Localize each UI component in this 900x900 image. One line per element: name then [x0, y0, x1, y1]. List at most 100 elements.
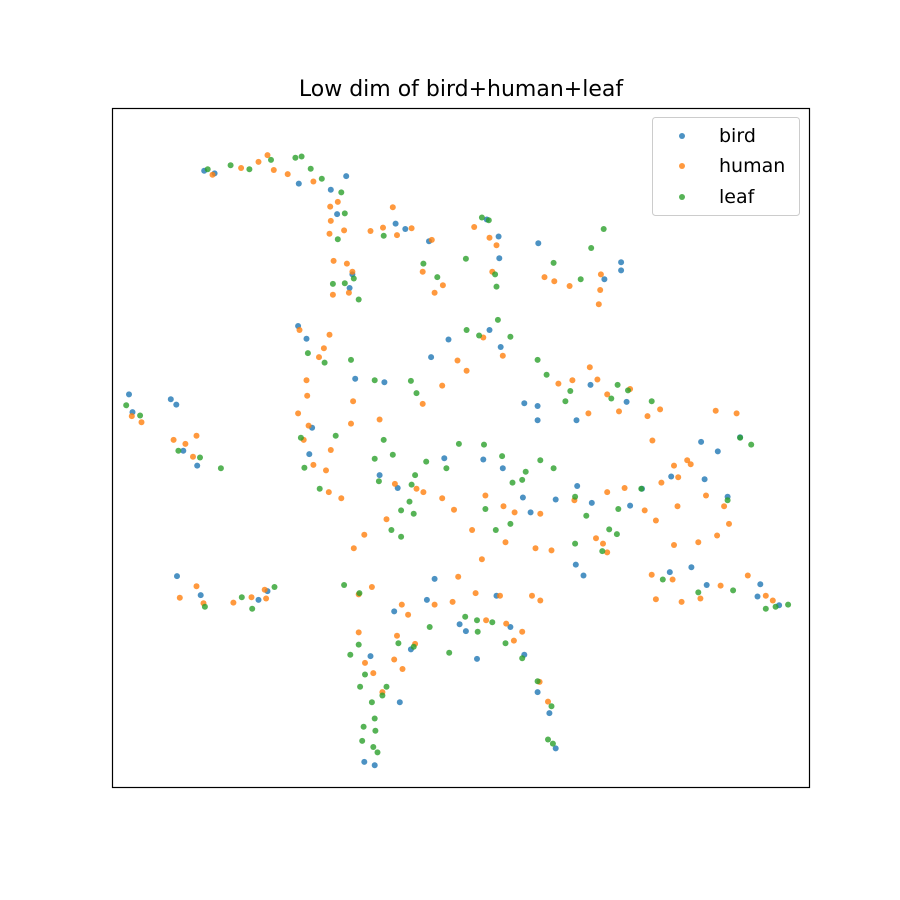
- point-human: [726, 520, 732, 527]
- point-human: [449, 598, 456, 605]
- point-human: [419, 400, 426, 407]
- point-human: [370, 670, 377, 677]
- point-bird: [367, 653, 374, 660]
- point-leaf: [123, 402, 130, 409]
- point-human: [428, 236, 435, 243]
- point-bird: [527, 509, 534, 516]
- point-leaf: [549, 740, 556, 747]
- point-bird: [496, 255, 503, 262]
- point-human: [604, 391, 611, 398]
- point-bird: [480, 456, 487, 463]
- point-human: [398, 601, 405, 608]
- point-bird: [499, 465, 506, 472]
- point-human: [569, 377, 576, 384]
- point-leaf: [297, 434, 304, 441]
- point-human: [769, 597, 776, 604]
- point-leaf: [695, 589, 702, 596]
- point-human: [482, 492, 489, 499]
- point-human: [503, 620, 510, 627]
- point-human: [383, 516, 390, 523]
- point-leaf: [316, 485, 323, 492]
- point-bird: [295, 180, 302, 187]
- point-human: [431, 601, 438, 608]
- point-human: [284, 171, 291, 178]
- point-leaf: [398, 533, 405, 540]
- point-human: [658, 479, 665, 486]
- point-human: [502, 539, 509, 546]
- point-bird: [441, 455, 448, 462]
- point-human: [431, 289, 438, 296]
- point-leaf: [356, 590, 363, 597]
- point-human: [478, 556, 485, 563]
- point-bird: [546, 710, 553, 717]
- legend-label-bird: bird: [719, 125, 756, 147]
- point-leaf: [730, 587, 737, 594]
- point-human: [621, 485, 628, 491]
- point-leaf: [762, 605, 769, 612]
- point-human: [585, 410, 592, 417]
- point-human: [555, 380, 562, 387]
- point-human: [537, 510, 544, 517]
- point-leaf: [588, 245, 595, 251]
- point-leaf: [371, 715, 378, 722]
- point-leaf: [443, 465, 450, 472]
- point-human: [551, 278, 558, 285]
- point-leaf: [362, 671, 368, 678]
- point-leaf: [341, 210, 348, 217]
- legend-label-leaf: leaf: [719, 186, 756, 208]
- point-human: [703, 492, 709, 499]
- point-human: [176, 594, 183, 601]
- point-bird: [668, 473, 675, 480]
- point-human: [537, 597, 544, 604]
- point-human: [669, 576, 676, 583]
- point-bird: [391, 608, 398, 615]
- point-leaf: [615, 506, 622, 512]
- point-human: [652, 596, 659, 603]
- point-human: [744, 572, 751, 579]
- point-human: [138, 419, 145, 426]
- point-leaf: [474, 617, 480, 624]
- point-human: [334, 198, 341, 205]
- point-human: [389, 204, 396, 211]
- point-bird: [757, 581, 764, 588]
- point-leaf: [307, 165, 314, 172]
- point-leaf: [648, 398, 655, 405]
- point-leaf: [298, 153, 305, 160]
- point-human: [303, 377, 310, 384]
- point-leaf: [772, 603, 779, 610]
- point-leaf: [481, 441, 487, 448]
- point-human: [511, 509, 518, 516]
- point-human: [451, 506, 457, 513]
- point-leaf: [227, 162, 234, 169]
- point-human: [497, 592, 503, 599]
- point-leaf: [462, 255, 469, 262]
- point-leaf: [567, 388, 574, 394]
- point-human: [193, 583, 200, 590]
- point-leaf: [562, 398, 569, 405]
- point-leaf: [482, 506, 489, 512]
- point-leaf: [371, 455, 378, 462]
- point-leaf: [577, 276, 584, 283]
- point-leaf: [360, 723, 367, 730]
- point-leaf: [355, 641, 362, 648]
- point-human: [671, 542, 677, 548]
- point-human: [323, 467, 329, 474]
- point-human: [469, 527, 476, 533]
- point-leaf: [599, 548, 606, 555]
- point-leaf: [507, 520, 514, 527]
- point-human: [394, 232, 400, 239]
- point-leaf: [509, 479, 516, 486]
- point-human: [399, 666, 406, 672]
- point-bird: [552, 745, 559, 752]
- point-human: [595, 301, 602, 308]
- point-leaf: [519, 476, 526, 483]
- point-human: [296, 327, 303, 333]
- point-bird: [371, 762, 378, 769]
- point-leaf: [492, 527, 499, 533]
- point-human: [586, 364, 593, 371]
- point-human: [674, 503, 681, 510]
- point-bird: [194, 462, 201, 469]
- point-bird: [423, 596, 430, 603]
- point-leaf: [375, 478, 382, 485]
- point-leaf: [371, 377, 378, 384]
